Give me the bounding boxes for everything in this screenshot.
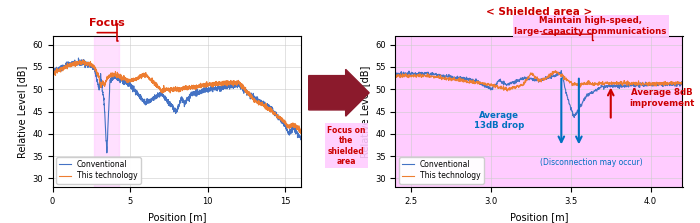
Y-axis label: Relative Level [dB]: Relative Level [dB]	[360, 65, 370, 158]
Text: Focus: Focus	[89, 18, 125, 28]
This technology	[169, 86, 178, 89]
Text: Focus on
the
shielded
area: Focus on the shielded area	[328, 126, 365, 166]
Conventional	[518, 78, 526, 81]
Conventional	[163, 101, 172, 103]
Text: Maintain high-speed,
large-capacity communications: Maintain high-speed, large-capacity comm…	[514, 16, 667, 36]
Conventional	[678, 84, 687, 86]
Conventional	[508, 82, 516, 84]
Line: Conventional: Conventional	[395, 71, 682, 118]
This technology	[508, 87, 516, 89]
This technology	[244, 92, 253, 94]
This technology	[297, 129, 305, 132]
This technology	[518, 84, 526, 87]
Conventional	[557, 69, 566, 72]
This technology	[503, 90, 512, 93]
Conventional	[74, 57, 83, 59]
Line: This technology: This technology	[395, 71, 682, 91]
Conventional	[421, 71, 429, 74]
Conventional	[616, 84, 624, 87]
Legend: Conventional, This technology: Conventional, This technology	[399, 157, 484, 184]
X-axis label: Position [m]: Position [m]	[148, 212, 206, 222]
Conventional	[297, 138, 305, 141]
Line: Conventional: Conventional	[52, 58, 301, 153]
Text: (Disconnection may occur): (Disconnection may occur)	[540, 158, 643, 167]
This technology	[290, 122, 298, 125]
This technology	[391, 75, 400, 78]
This technology	[621, 83, 629, 85]
Conventional	[621, 83, 629, 86]
This technology	[616, 83, 624, 85]
X-axis label: Position [m]: Position [m]	[510, 212, 568, 222]
Conventional	[61, 65, 69, 68]
Conventional	[589, 92, 597, 95]
This technology	[589, 84, 597, 86]
Conventional	[570, 116, 578, 119]
Bar	[94, 36, 119, 187]
This technology	[552, 69, 560, 72]
Conventional	[290, 127, 298, 130]
Conventional	[169, 107, 178, 110]
This technology	[296, 132, 304, 134]
Text: Average 8dB
improvement: Average 8dB improvement	[629, 89, 694, 108]
This technology	[290, 124, 298, 127]
This technology	[78, 59, 87, 61]
FancyArrow shape	[309, 69, 369, 116]
Conventional	[48, 69, 57, 72]
Text: Average
13dB drop: Average 13dB drop	[474, 111, 524, 130]
Conventional	[391, 73, 400, 76]
This technology	[48, 73, 57, 76]
This technology	[162, 89, 171, 92]
Line: This technology: This technology	[52, 60, 301, 133]
Conventional	[103, 152, 111, 154]
Text: < Shielded area >: < Shielded area >	[486, 8, 592, 17]
Conventional	[290, 128, 298, 130]
Conventional	[244, 94, 253, 97]
Legend: Conventional, This technology: Conventional, This technology	[56, 157, 141, 184]
This technology	[421, 74, 429, 77]
This technology	[61, 67, 69, 69]
Y-axis label: Relative Level [dB]: Relative Level [dB]	[17, 65, 27, 158]
This technology	[678, 83, 687, 86]
